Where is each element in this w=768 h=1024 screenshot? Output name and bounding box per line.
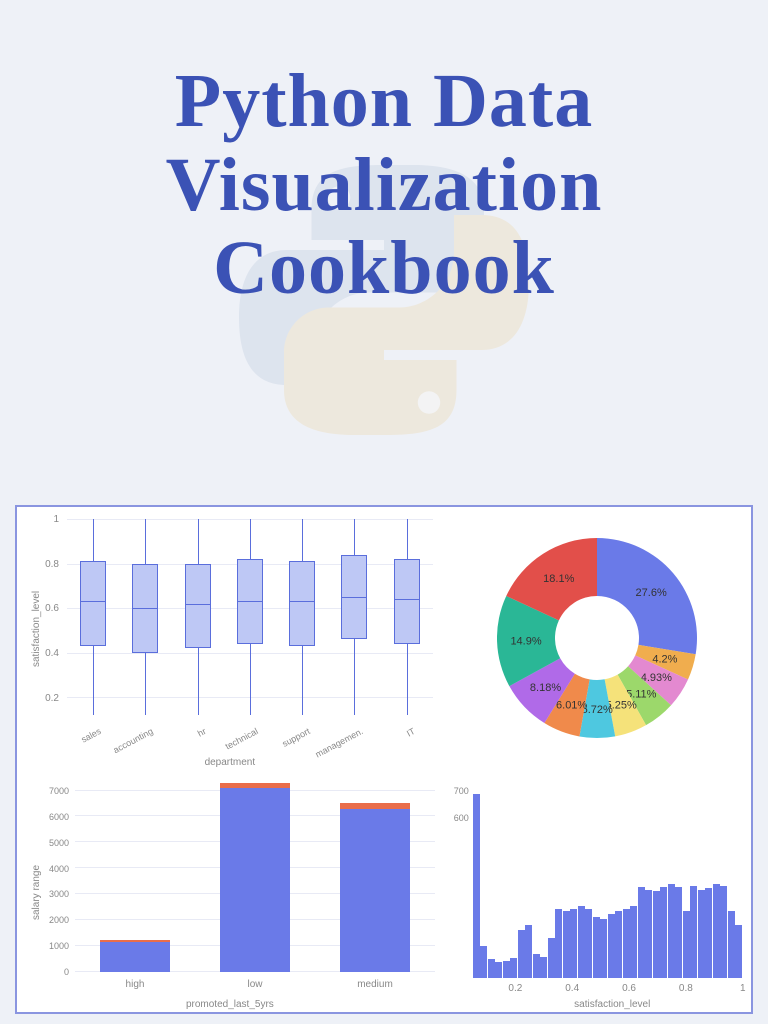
boxplot-xlabel: department [205, 757, 256, 768]
boxplot-panel: salesaccountinghrtechnicalsupportmanagem… [17, 507, 443, 770]
charts-container: salesaccountinghrtechnicalsupportmanagem… [15, 505, 753, 1014]
boxplot-xtick: accounting [97, 726, 155, 763]
boxplot-ylabel: satisfaction_level [31, 591, 42, 667]
donut-slice-label: 4.2% [652, 654, 677, 666]
boxplot-xtick: IT [359, 726, 417, 763]
donut-chart: 27.6%4.2%4.93%5.11%5.25%5.72%6.01%8.18%1… [462, 513, 732, 763]
donut-panel: 27.6%4.2%4.93%5.11%5.25%5.72%6.01%8.18%1… [443, 507, 751, 770]
hist-xtick: 1 [728, 983, 751, 994]
boxplot-ytick: 0.6 [39, 603, 59, 614]
title-line-3: Cookbook [213, 226, 555, 310]
boxplot-xtick: hr [150, 726, 208, 763]
boxplot-xtick: managemen. [307, 726, 365, 763]
hist-xtick: 0.8 [671, 983, 701, 994]
histogram-xlabel: satisfaction_level [574, 999, 650, 1010]
bar-xtick: high [105, 979, 165, 990]
hist-xtick: 0.4 [557, 983, 587, 994]
hist-ytick: 600 [445, 813, 469, 823]
cover-title: Python Data Visualization Cookbook [0, 0, 768, 311]
bar-xtick: low [225, 979, 285, 990]
bar-ytick: 7000 [37, 786, 69, 796]
donut-slice-label: 27.6% [635, 587, 666, 599]
title-line-1: Python Data [175, 59, 593, 143]
bar-xlabel: promoted_last_5yrs [186, 999, 274, 1010]
bar-ytick: 6000 [37, 812, 69, 822]
bar-panel: highlowmedium 01000200030004000500060007… [17, 770, 443, 1012]
bar-ylabel: salary range [31, 865, 42, 920]
boxplot-ytick: 0.2 [39, 693, 59, 704]
donut-slice-label: 18.1% [543, 573, 574, 585]
boxplot-xtick: sales [45, 726, 103, 763]
donut-slice-label: 14.9% [510, 636, 541, 648]
title-line-2: Visualization [166, 143, 603, 227]
donut-slice-label: 8.18% [530, 682, 561, 694]
hist-xtick: 0.2 [500, 983, 530, 994]
boxplot-ytick: 1 [39, 514, 59, 525]
histogram-panel: 0.2 0.4 0.6 0.8 1 600 700 satisfaction_level [443, 770, 751, 1012]
bar-ytick: 0 [37, 967, 69, 977]
bar-ytick: 1000 [37, 941, 69, 951]
donut-slice-label: 6.01% [556, 700, 587, 712]
boxplot-xtick: support [254, 726, 312, 763]
bar-xtick: medium [345, 979, 405, 990]
boxplot-ytick: 0.4 [39, 648, 59, 659]
bar-ytick: 5000 [37, 838, 69, 848]
boxplot-ytick: 0.8 [39, 559, 59, 570]
hist-xtick: 0.6 [614, 983, 644, 994]
hist-ytick: 700 [445, 786, 469, 796]
